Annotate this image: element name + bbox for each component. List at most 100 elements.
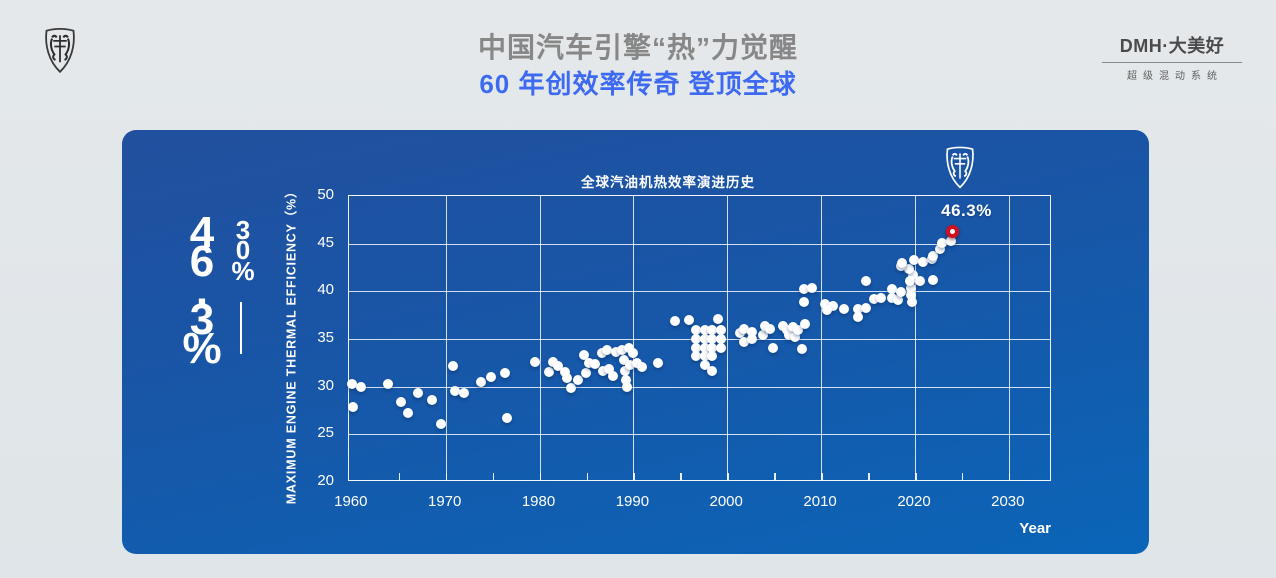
data-point: [669, 315, 680, 326]
data-point: [602, 345, 613, 356]
x-minor-tick: [633, 473, 635, 480]
data-point: [821, 305, 832, 316]
data-point: [927, 251, 938, 262]
data-point: [852, 303, 863, 314]
data-point: [573, 375, 583, 385]
data-point: [759, 320, 770, 331]
data-point: [476, 376, 487, 387]
gridline-x: [727, 196, 729, 480]
data-point: [861, 275, 872, 286]
data-point: [501, 413, 512, 424]
data-point: [683, 314, 694, 325]
data-point: [699, 351, 710, 362]
data-point: [652, 357, 663, 368]
data-point: [529, 356, 540, 367]
data-point: [914, 275, 925, 286]
data-point: [596, 348, 607, 359]
data-point: [604, 363, 614, 374]
gridline-y: [349, 434, 1050, 436]
gridline-x: [821, 196, 823, 480]
data-point: [699, 342, 710, 353]
data-point: [918, 256, 929, 267]
data-point: [547, 356, 558, 367]
data-point: [757, 330, 768, 341]
data-point: [828, 300, 839, 311]
data-point: [819, 298, 830, 309]
data-point: [499, 368, 510, 379]
data-point: [909, 254, 919, 265]
y-tick-label: 40: [317, 281, 334, 299]
data-point: [893, 294, 904, 305]
x-tick-label: 1980: [521, 493, 556, 510]
chart-title: 全球汽油机热效率演进历史: [581, 175, 755, 190]
data-point: [403, 408, 414, 419]
x-minor-tick: [727, 473, 729, 480]
y-tick-label: 30: [317, 376, 334, 394]
y-tick-label: 35: [317, 329, 334, 346]
data-point: [610, 347, 621, 358]
data-point: [799, 296, 810, 307]
data-point: [699, 325, 710, 336]
gridline-y: [349, 386, 1050, 388]
data-point: [904, 263, 915, 274]
data-point: [896, 257, 907, 268]
data-point: [426, 395, 437, 405]
annotation-char: 3: [235, 215, 251, 245]
y-tick-label: 25: [317, 424, 334, 442]
x-minor-tick: [1008, 473, 1011, 480]
data-point: [450, 385, 461, 396]
data-point: [485, 372, 496, 383]
data-point: [906, 290, 917, 301]
y-tick-label: 20: [317, 472, 334, 489]
data-point: [746, 327, 757, 338]
data-point: [707, 334, 718, 344]
x-minor-tick: [821, 473, 823, 480]
data-point: [895, 287, 906, 298]
data-point: [617, 344, 628, 355]
data-point: [565, 382, 576, 393]
data-point: [887, 293, 898, 303]
data-point: [861, 302, 872, 313]
highlight-point: [946, 224, 959, 238]
data-point: [712, 314, 723, 324]
data-point: [598, 366, 609, 377]
data-point: [436, 418, 446, 429]
data-point: [927, 274, 938, 285]
data-point: [543, 367, 554, 378]
data-point: [347, 401, 358, 412]
data-point: [623, 342, 634, 353]
annotation-char: .: [195, 266, 209, 316]
x-minor-tick: [539, 473, 541, 480]
x-minor-tick: [445, 473, 448, 480]
highlight-label: 46.3%: [941, 201, 992, 221]
data-point: [412, 388, 423, 399]
data-point: [715, 334, 726, 344]
data-point: [789, 332, 800, 343]
data-point: [584, 357, 595, 368]
x-minor-tick: [680, 473, 682, 480]
data-point: [589, 358, 600, 369]
data-point: [346, 378, 357, 389]
data-point: [782, 324, 793, 335]
annotation-pointer-line: [240, 302, 242, 354]
data-point: [699, 359, 710, 370]
data-point: [937, 237, 948, 248]
roewe-logo: [42, 27, 78, 75]
data-point: [799, 284, 810, 295]
data-point: [619, 366, 630, 377]
data-point: [619, 355, 629, 365]
data-point: [739, 336, 750, 347]
annotation-46-3-percent: 4 6. 3%: [172, 210, 232, 370]
data-point: [735, 328, 746, 339]
dmh-logo-divider: [1102, 62, 1242, 63]
x-minor-tick: [868, 473, 870, 480]
data-point: [876, 293, 887, 303]
x-minor-tick: [398, 473, 401, 480]
data-point: [852, 312, 863, 323]
y-tick-label: 50: [317, 186, 334, 203]
data-point: [707, 365, 718, 376]
data-point: [707, 342, 718, 353]
data-point: [797, 343, 808, 354]
data-point: [792, 324, 803, 335]
